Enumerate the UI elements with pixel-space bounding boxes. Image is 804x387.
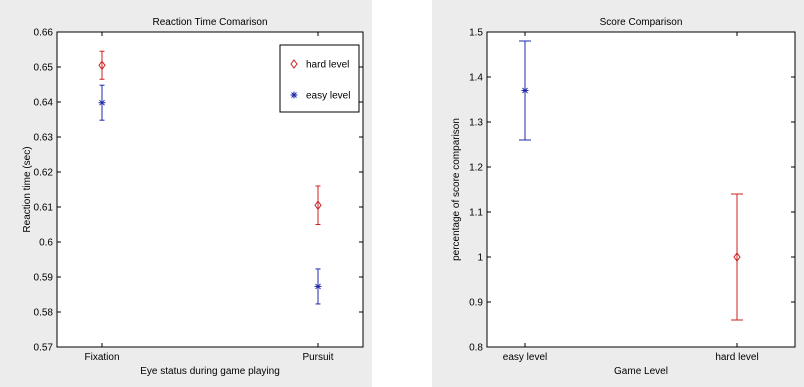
y-tick-label: 0.63 (34, 133, 54, 144)
y-tick-label: 0.62 (34, 168, 54, 179)
chart-title: Reaction Time Comarison (152, 17, 267, 28)
y-tick-label: 1.2 (469, 163, 483, 174)
y-tick-label: 0.66 (34, 28, 54, 39)
y-tick-label: 1.1 (469, 208, 483, 219)
y-tick-label: 0.61 (34, 203, 54, 214)
data-point-diamond (98, 60, 106, 71)
y-tick-label: 0.59 (34, 273, 54, 284)
x-tick-label: easy level (503, 352, 547, 363)
y-tick-label: 0.65 (34, 63, 54, 74)
legend-marker-diamond (290, 59, 298, 69)
y-tick-label: 0.8 (469, 343, 483, 354)
data-point-star (314, 282, 322, 290)
y-axis-label: Reaction time (sec) (22, 146, 33, 232)
y-tick-label: 1.5 (469, 28, 483, 39)
legend-label: hard level (306, 60, 349, 71)
x-tick-label: Fixation (84, 352, 119, 363)
x-tick-label: Pursuit (302, 352, 333, 363)
score-chart: 0.8 0.9 1 1.1 1.2 1.3 1.4 1.5 easy level hard lev… (451, 17, 796, 377)
y-tick-label: 0.6 (39, 238, 53, 249)
y-tick-label: 0.58 (34, 308, 54, 319)
data-point-diamond (733, 252, 741, 262)
x-axis-label: Game Level (614, 366, 668, 377)
y-axis-label: percentage of score comparison (451, 118, 462, 261)
score-figure: 0.8 0.9 1 1.1 1.2 1.3 1.4 1.5 easy level hard lev… (432, 0, 804, 387)
reaction-time-figure: 0.57 0.58 0.59 0.6 0.61 0.62 0.63 0.64 0.65 0.66 F… (0, 0, 372, 387)
data-point-star (98, 99, 106, 107)
reaction-time-chart: 0.57 0.58 0.59 0.6 0.61 0.62 0.63 0.64 0.65 0.66 F… (22, 17, 364, 377)
x-tick-label: hard level (715, 352, 758, 363)
data-point-diamond (314, 200, 322, 211)
y-tick-label: 0.9 (469, 298, 483, 309)
y-tick-label: 0.64 (34, 98, 54, 109)
legend (279, 44, 360, 113)
y-tick-label: 1.4 (469, 73, 483, 84)
plot-area (486, 31, 796, 348)
y-tick-label: 1.3 (469, 118, 483, 129)
y-tick-label: 1 (477, 253, 483, 264)
legend-marker-star (290, 91, 298, 99)
x-axis-label: Eye status during game playing (140, 366, 280, 377)
legend-label: easy level (306, 91, 350, 102)
y-tick-label: 0.57 (34, 343, 54, 354)
chart-title: Score Comparison (600, 17, 683, 28)
data-point-star (521, 87, 529, 94)
